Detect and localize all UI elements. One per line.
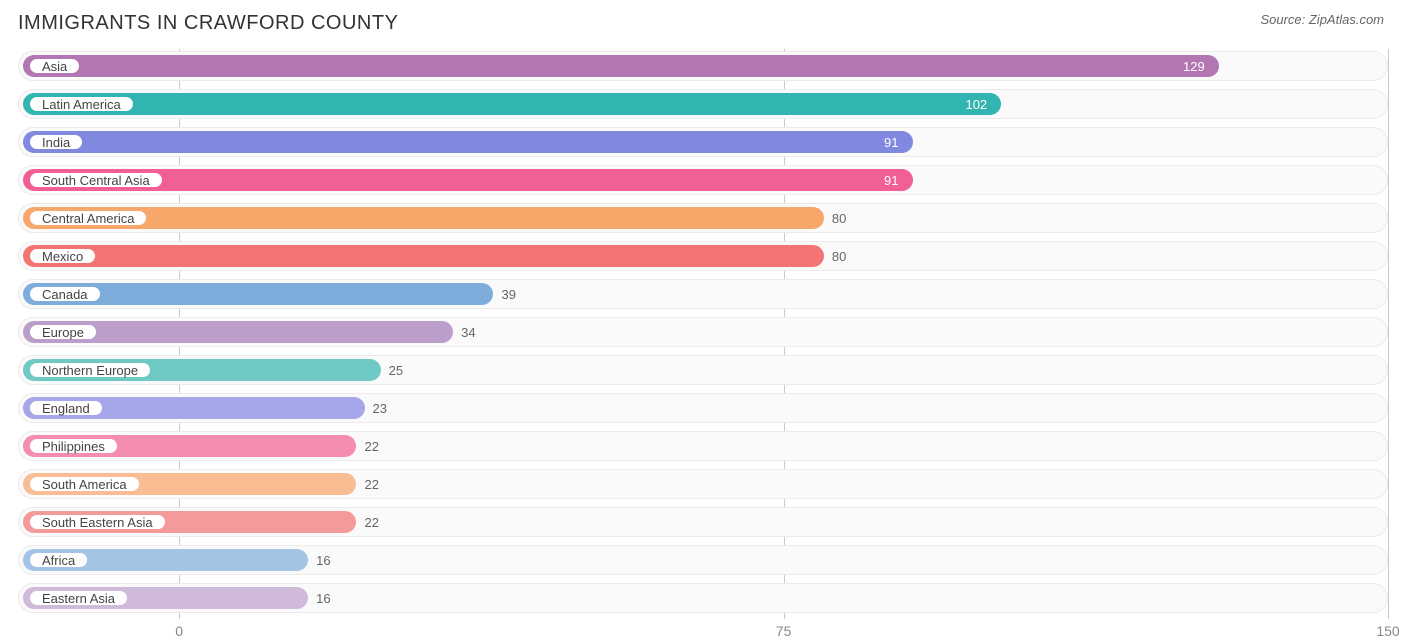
- bar-row: Mexico 80: [18, 239, 1388, 273]
- value-label: 22: [356, 467, 378, 501]
- value-label: 22: [356, 429, 378, 463]
- value-label: 34: [453, 315, 475, 349]
- bar-row: Central America 80: [18, 201, 1388, 235]
- bar-fill: [23, 245, 824, 267]
- bar-row: South Central Asia91: [18, 163, 1388, 197]
- bar-row: India91: [18, 125, 1388, 159]
- value-label: 91: [23, 125, 913, 159]
- value-label: 80: [824, 201, 846, 235]
- value-label: 25: [381, 353, 403, 387]
- axis-tick: 0: [175, 623, 183, 639]
- bar-row: Europe 34: [18, 315, 1388, 349]
- bar-row: Northern Europe 25: [18, 353, 1388, 387]
- bar-row: Asia129: [18, 49, 1388, 83]
- value-label: 80: [824, 239, 846, 273]
- bar-row: Philippines 22: [18, 429, 1388, 463]
- axis-tick: 150: [1376, 623, 1399, 639]
- category-pill: Mexico: [29, 248, 96, 264]
- category-pill: Africa: [29, 552, 88, 568]
- chart-area: Asia129 Latin America102 India91 South Cent…: [0, 41, 1406, 615]
- value-label: 129: [23, 49, 1219, 83]
- value-label: 16: [308, 581, 330, 615]
- value-label: 23: [365, 391, 387, 425]
- bar-row: Eastern Asia 16: [18, 581, 1388, 615]
- value-label: 22: [356, 505, 378, 539]
- category-pill: Eastern Asia: [29, 590, 128, 606]
- category-pill: Central America: [29, 210, 147, 226]
- category-pill: Europe: [29, 324, 97, 340]
- category-pill: South Eastern Asia: [29, 514, 166, 530]
- bar-row: South America 22: [18, 467, 1388, 501]
- value-label: 91: [23, 163, 913, 197]
- bar-row: England 23: [18, 391, 1388, 425]
- x-axis: 075150: [18, 619, 1388, 643]
- category-pill: South America: [29, 476, 140, 492]
- category-pill: Philippines: [29, 438, 118, 454]
- chart-title: IMMIGRANTS IN CRAWFORD COUNTY: [18, 12, 398, 35]
- bar-row: South Eastern Asia 22: [18, 505, 1388, 539]
- axis-tick: 75: [776, 623, 792, 639]
- category-pill: Northern Europe: [29, 362, 151, 378]
- value-label: 102: [23, 87, 1001, 121]
- category-pill: England: [29, 400, 103, 416]
- category-pill: Canada: [29, 286, 101, 302]
- bar-row: Canada 39: [18, 277, 1388, 311]
- bar-rows: Asia129 Latin America102 India91 South Cent…: [18, 49, 1388, 615]
- bar-row: Latin America102: [18, 87, 1388, 121]
- source-label: Source: ZipAtlas.com: [1260, 12, 1384, 27]
- gridline: [1388, 49, 1389, 619]
- value-label: 39: [493, 277, 515, 311]
- bar-row: Africa 16: [18, 543, 1388, 577]
- value-label: 16: [308, 543, 330, 577]
